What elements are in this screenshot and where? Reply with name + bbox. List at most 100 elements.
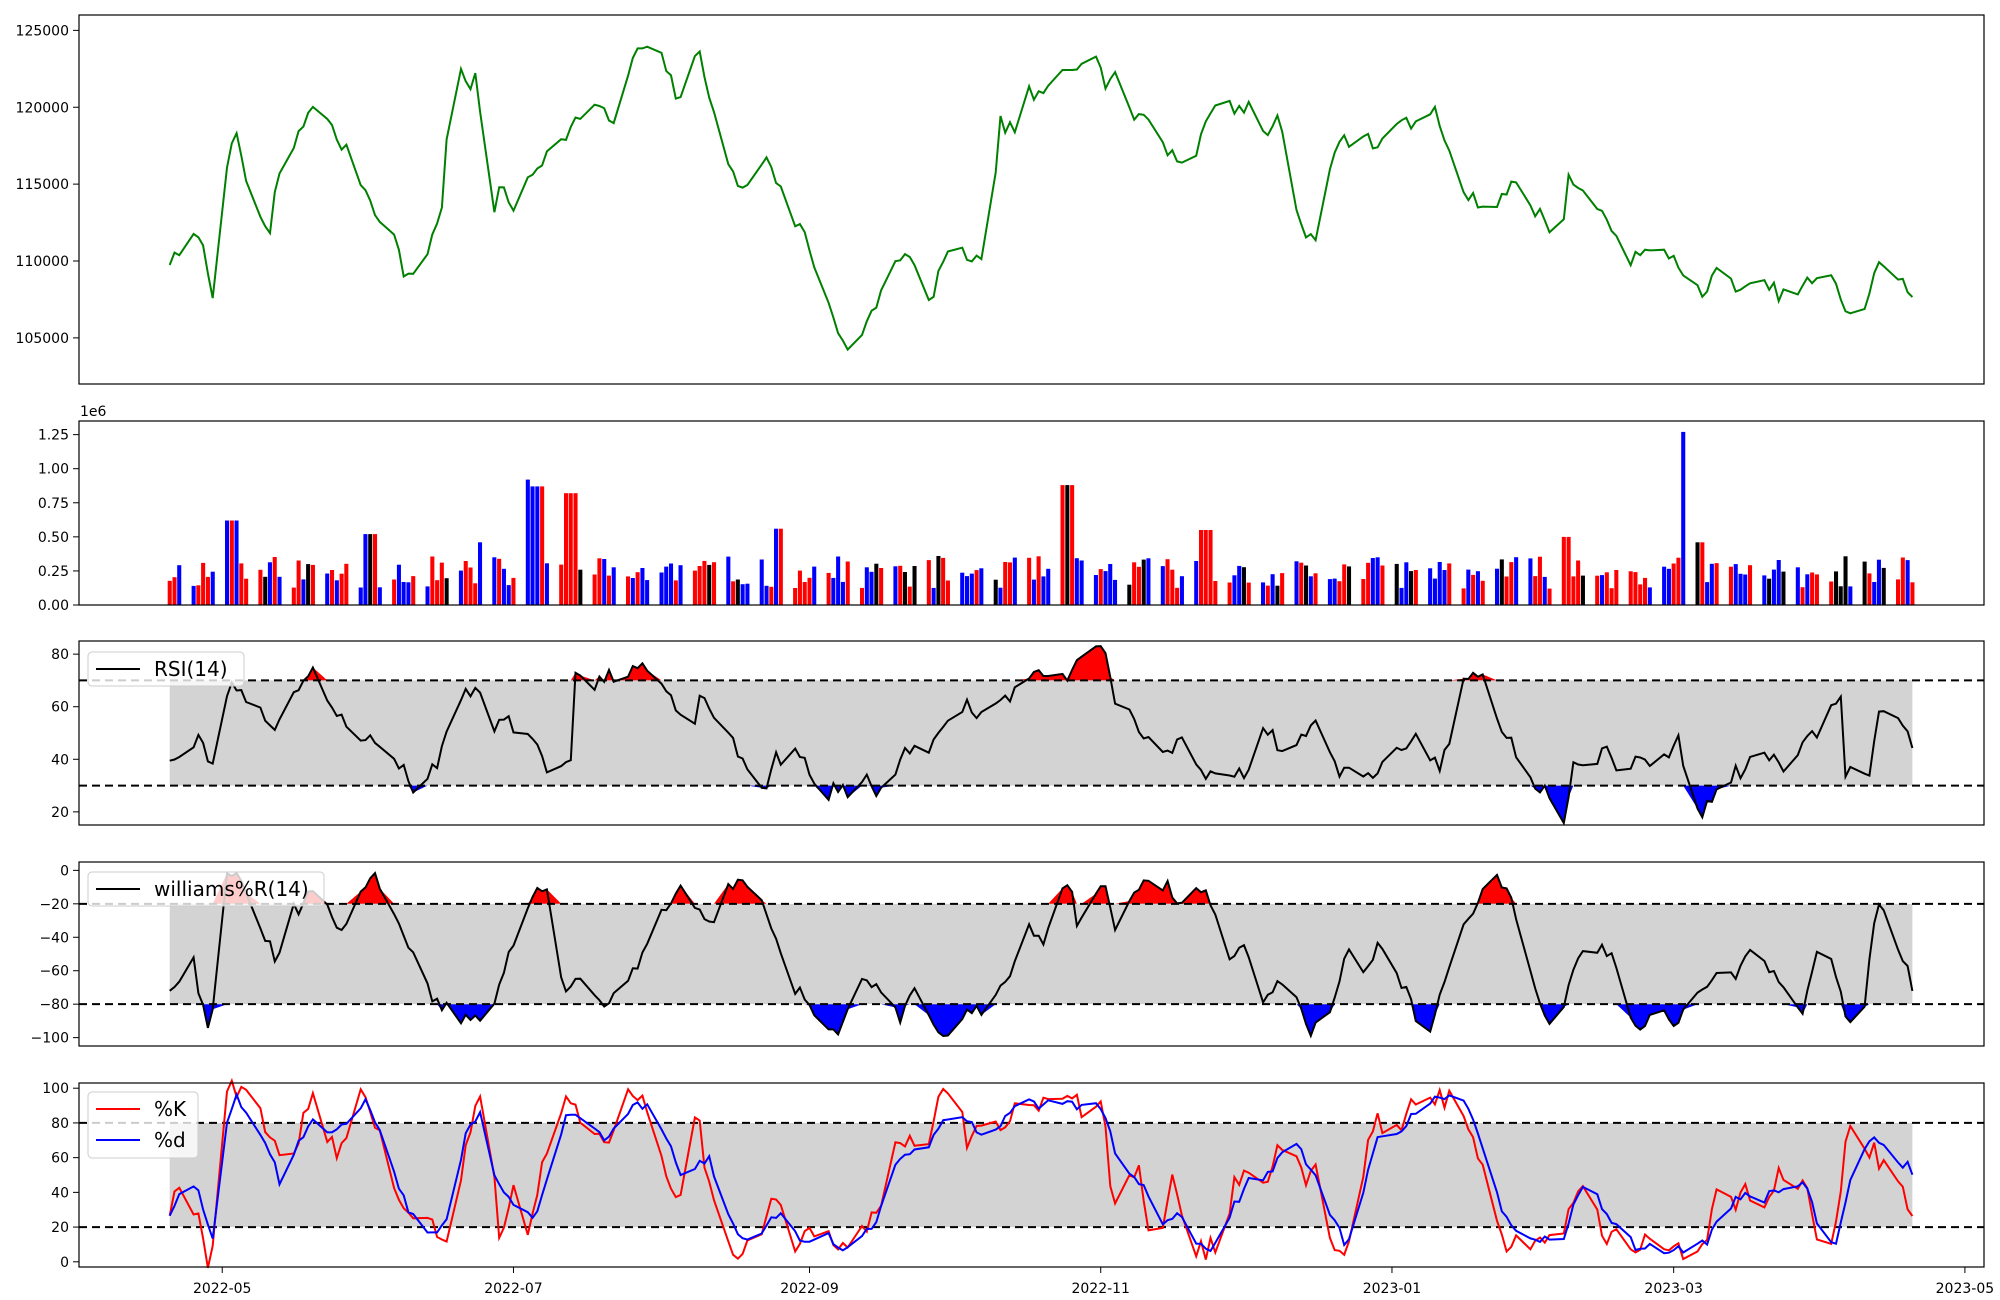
y-tick-label: 125000 xyxy=(16,23,69,39)
volume-bar xyxy=(1814,574,1819,605)
volume-bar xyxy=(1728,566,1733,605)
volume-bar xyxy=(1595,575,1600,605)
volume-bar xyxy=(506,585,511,605)
volume-bar xyxy=(1867,573,1872,605)
volume-bar xyxy=(1060,485,1065,605)
volume-bar xyxy=(1896,579,1901,605)
volume-bar xyxy=(1461,588,1466,605)
volume-bar xyxy=(1203,530,1208,605)
volume-bar xyxy=(325,573,330,605)
volume-bar xyxy=(1561,536,1566,605)
volume-bar xyxy=(726,556,731,605)
volume-bar xyxy=(1141,559,1146,605)
volume-bar xyxy=(1366,562,1371,605)
volume-bar xyxy=(363,534,368,605)
volume-offset-label: 1e6 xyxy=(80,404,107,420)
volume-bar xyxy=(1580,575,1585,605)
volume-bar xyxy=(497,558,502,605)
axes-frame xyxy=(78,420,1985,606)
volume-bar xyxy=(272,557,277,605)
volume-bar xyxy=(1041,576,1046,605)
volume-bar xyxy=(573,493,578,605)
volume-bar xyxy=(812,566,817,605)
volume-bar xyxy=(1299,562,1304,605)
volume-bar xyxy=(1342,564,1347,605)
volume-bar xyxy=(1313,573,1318,605)
volume-bar xyxy=(960,572,965,605)
volume-bar xyxy=(1437,562,1442,605)
volume-bar xyxy=(1012,557,1017,605)
oversold-fill xyxy=(169,785,1913,823)
volume-bar xyxy=(1027,557,1032,605)
volume-bar xyxy=(831,577,836,605)
volume-bar xyxy=(177,565,182,605)
volume-bar xyxy=(1499,559,1504,605)
volume-bar xyxy=(1179,576,1184,605)
rsi-legend-label: RSI(14) xyxy=(154,657,228,681)
volume-bar xyxy=(196,585,201,605)
x-tick-label: 2022-11 xyxy=(1071,1281,1130,1297)
volume-bar xyxy=(926,560,931,605)
volume-bar xyxy=(544,563,549,605)
x-tick-label: 2022-05 xyxy=(193,1281,252,1297)
volume-bar xyxy=(759,559,764,605)
volume-bar xyxy=(826,572,831,605)
volume-bar xyxy=(1881,567,1886,605)
volume-bar xyxy=(1843,556,1848,605)
volume-bar xyxy=(568,493,573,605)
volume-bar xyxy=(845,561,850,605)
volume-bar xyxy=(965,576,970,605)
volume-bar xyxy=(1695,542,1700,605)
volume-bar xyxy=(1795,567,1800,605)
volume-bar xyxy=(1003,562,1008,605)
volume-bar xyxy=(1876,559,1881,605)
volume-bar xyxy=(1628,571,1633,605)
volume-bar xyxy=(1681,431,1686,605)
volume-bar xyxy=(635,572,640,605)
price-panel: 105000 110000 115000 120000 125000 xyxy=(16,14,1985,385)
volume-bar xyxy=(1709,563,1714,605)
volume-bar xyxy=(435,580,440,605)
volume-bar xyxy=(1466,569,1471,605)
axes-frame xyxy=(78,861,1985,1047)
oversold-fill xyxy=(169,1004,1913,1036)
volume-bar xyxy=(444,578,449,605)
volume-bar xyxy=(764,585,769,605)
rsi-legend: RSI(14) xyxy=(87,651,245,687)
volume-bar xyxy=(1671,563,1676,605)
volume-bar xyxy=(931,587,936,605)
volume-bar xyxy=(860,587,865,605)
volume-bar xyxy=(735,579,740,605)
volume-bar xyxy=(492,557,497,605)
volume-bar xyxy=(645,580,650,605)
x-tick-label: 2023-05 xyxy=(1936,1281,1995,1297)
volume-bar xyxy=(898,565,903,605)
williams-r-panel: −100 −80 −60 −40 −20 0 xyxy=(31,861,1985,1047)
volume-bar xyxy=(559,564,564,605)
volume-bar xyxy=(1738,573,1743,605)
y-tick-label: 0.00 xyxy=(38,598,69,614)
volume-bar xyxy=(368,534,373,605)
volume-bar xyxy=(1528,558,1533,605)
volume-bar xyxy=(540,486,545,605)
rsi-panel: 20 40 60 80 xyxy=(51,640,1985,826)
volume-bar xyxy=(244,578,249,605)
volume-bar xyxy=(396,564,401,605)
volume-bar xyxy=(1227,582,1232,605)
volume-bar xyxy=(1237,565,1242,605)
volume-bar xyxy=(869,571,874,605)
volume-bar xyxy=(1337,581,1342,605)
stoch-d-legend-label: %d xyxy=(154,1128,186,1152)
y-tick-label: −100 xyxy=(31,1031,69,1047)
volume-bar xyxy=(263,576,268,605)
volume-bar xyxy=(740,584,745,605)
rsi-line xyxy=(169,645,1914,826)
volume-bar xyxy=(411,576,416,605)
volume-bar xyxy=(1566,536,1571,605)
volume-bar xyxy=(277,576,282,605)
volume-bar xyxy=(1347,566,1352,605)
volume-bar xyxy=(1294,561,1299,605)
volume-bar xyxy=(1676,557,1681,605)
neutral-band xyxy=(169,1122,1913,1228)
y-tick-label: 0 xyxy=(60,1255,69,1271)
